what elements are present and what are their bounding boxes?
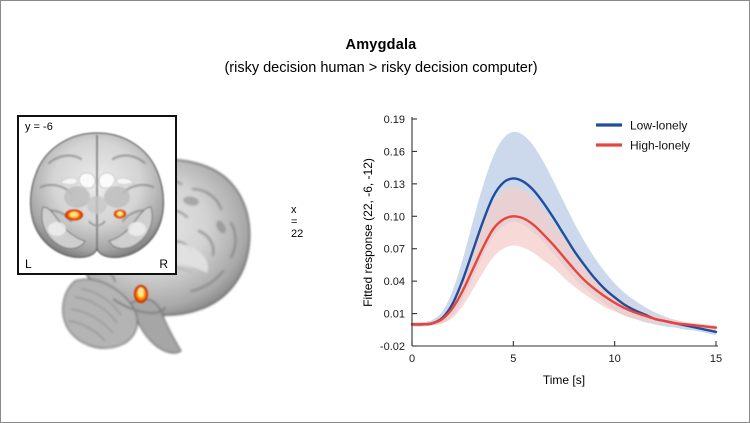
activation-cluster-coronal-left: [65, 209, 83, 221]
coronal-right-marker: R: [159, 257, 168, 271]
y-axis-title: Fitted response (22, -6, -12): [361, 158, 375, 307]
x-tick-label: 15: [710, 353, 722, 365]
activation-cluster-coronal-right: [114, 209, 126, 219]
sagittal-slice-label: x = 22: [291, 204, 304, 240]
figure-subtitle: (risky decision human > risky decision c…: [224, 60, 538, 76]
y-tick-label: 0.04: [384, 276, 405, 288]
y-tick-label: 0.10: [384, 211, 405, 223]
plot-legend[interactable]: Low-lonely High-lonely: [596, 119, 690, 153]
x-tick-label: 10: [609, 353, 621, 365]
coronal-slice-image: y = -6 L R: [17, 115, 177, 275]
y-tick-label: 0.19: [384, 114, 405, 126]
y-tick-label: 0.13: [384, 179, 405, 191]
coronal-slice-label: y = -6: [25, 121, 53, 133]
x-tick-label: 0: [409, 353, 415, 365]
x-axis-title: Time [s]: [543, 373, 585, 387]
legend-label: Low-lonely: [630, 119, 687, 133]
coronal-left-marker: L: [25, 257, 32, 271]
title-block: Amygdala (risky decision human > risky d…: [141, 35, 621, 79]
axis-labels: Time [s] Fitted response (22, -6, -12): [361, 158, 585, 387]
series-line: [410, 215, 718, 329]
page-title: Amygdala: [345, 37, 417, 53]
legend-label: High-lonely: [630, 139, 690, 153]
axis-ticks: -0.02 0.01 0.04 0.07 0.10 0.13 0.16 0.19 0 5 10 15: [380, 114, 722, 365]
y-tick-label: 0.16: [384, 146, 405, 158]
plot-svg: -0.020.010.040.070.100.130.160.190 5 10 15 …: [361, 114, 722, 387]
y-tick-label: -0.02: [380, 341, 405, 353]
x-tick-label: 5: [510, 353, 516, 365]
activation-cluster-sagittal: [134, 285, 148, 303]
timecourse-plot: -0.02 0.01 0.04 0.07 0.10 0.13 0.16 0.19 0 5 10 15 …: [346, 101, 746, 401]
y-tick-label: 0.01: [384, 309, 405, 321]
plot-axes: [411, 117, 718, 347]
series-lines: [410, 177, 718, 334]
brain-image-panel: x = 22: [5, 101, 335, 391]
y-tick-label: 0.07: [384, 244, 405, 256]
